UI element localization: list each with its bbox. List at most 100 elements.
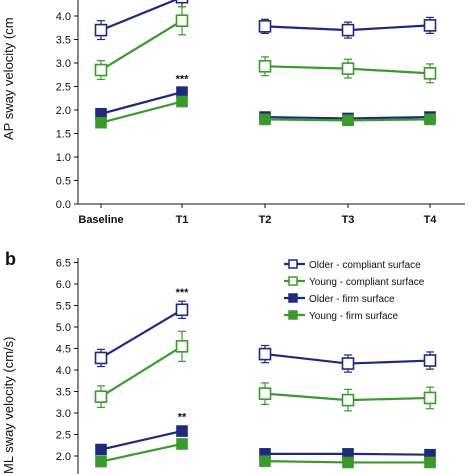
legend-item: Older - compliant surface: [284, 259, 421, 271]
data-point: [176, 425, 188, 437]
significance-marker: ***: [176, 74, 190, 86]
data-point: [259, 113, 271, 126]
y-tick-label: 5.0: [56, 322, 71, 334]
data-point: [176, 438, 188, 450]
data-point: [94, 63, 108, 77]
series-line: [100, 429, 183, 451]
legend-label: Young - firm surface: [309, 311, 399, 322]
series-young-compliant-surface: [94, 5, 437, 84]
legend-item: Young - firm surface: [284, 310, 399, 322]
legend: Older - compliant surface Young - complia…: [284, 259, 425, 322]
data-point: [175, 340, 189, 353]
data-point: [341, 357, 355, 370]
series-young-firm-surface: [95, 438, 436, 469]
legend-item: Young - compliant surface: [284, 276, 425, 288]
data-point: [94, 23, 108, 37]
x-tick-label: T1: [176, 214, 189, 226]
data-point: [175, 14, 189, 27]
x-tick-label: T2: [259, 214, 272, 226]
y-ticks-a: 0.0 0.5 1.0 1.5 2.0 2.5 3.0 3.5 4.0: [56, 11, 78, 211]
y-tick-label: 2.5: [56, 430, 71, 442]
annotations-a: ***: [176, 74, 190, 86]
legend-label: Older - firm surface: [309, 294, 395, 305]
data-point: [258, 347, 272, 361]
data-point: [342, 114, 354, 127]
series-young-compliant-surface: [94, 330, 437, 412]
series-older-firm-surface: [95, 425, 436, 461]
series-b: [94, 300, 437, 469]
series-older-compliant-surface: [94, 300, 437, 373]
data-point: [423, 391, 437, 405]
legend-label: Young - compliant surface: [309, 277, 425, 288]
data-point: [94, 351, 108, 365]
data-point: [341, 23, 355, 37]
series-line: [100, 100, 183, 124]
y-tick-label: 3.5: [56, 35, 71, 47]
y-tick-label: 2.0: [56, 105, 71, 117]
y-tick-label: 6.0: [56, 279, 71, 291]
series-line: [100, 442, 183, 463]
series-line: [100, 91, 183, 115]
y-tick-label: 5.5: [56, 301, 71, 313]
series-line: [100, 308, 183, 359]
x-ticks-a: Baseline T1 T2 T3 T4: [78, 204, 437, 226]
data-point: [95, 455, 107, 468]
significance-marker: **: [178, 412, 187, 424]
data-point: [175, 0, 189, 4]
y-tick-label: 3.0: [56, 58, 71, 70]
y-tick-label: 1.0: [56, 152, 71, 164]
y-tick-label: 4.5: [56, 344, 71, 356]
data-point: [423, 67, 437, 80]
legend-marker: [288, 259, 298, 269]
y-tick-label: 4.0: [56, 11, 71, 23]
y-axis-label-b: ML sway velocity (cm/s): [1, 337, 16, 474]
y-axis-label-a: AP sway velocity (cm: [1, 17, 16, 140]
data-point: [259, 455, 271, 467]
significance-marker: ***: [176, 287, 190, 299]
panel-b: b ML sway velocity (cm/s) 2.0 2.5 3.0 3.5 4.…: [1, 249, 437, 474]
y-tick-label: 0.0: [56, 199, 71, 211]
panel-a: AP sway velocity (cm 0.0 0.5 1.0 1.5 2.0 2.5 3…: [1, 0, 465, 226]
data-point: [258, 59, 272, 73]
legend-label: Older - compliant surface: [309, 260, 421, 271]
data-point: [342, 456, 354, 469]
data-point: [341, 393, 355, 407]
data-point: [423, 354, 437, 367]
data-point: [94, 390, 108, 403]
data-point: [95, 443, 107, 456]
y-tick-label: 2.0: [56, 451, 71, 463]
y-tick-label: 1.5: [56, 129, 71, 141]
series-older-compliant-surface: [94, 0, 437, 41]
x-tick-label: Baseline: [78, 214, 123, 226]
data-point: [258, 387, 272, 400]
data-point: [95, 116, 107, 129]
data-point: [176, 86, 188, 98]
y-tick-label: 2.5: [56, 82, 71, 94]
y-tick-label: 3.0: [56, 408, 71, 420]
legend-marker: [288, 276, 298, 286]
legend-marker: [288, 293, 298, 303]
panel-label-b: b: [5, 249, 16, 269]
data-point: [424, 456, 436, 469]
y-tick-label: 0.5: [56, 176, 71, 188]
data-point: [175, 303, 189, 317]
data-point: [423, 19, 437, 32]
series-a: [94, 0, 437, 129]
legend-item: Older - firm surface: [284, 293, 395, 305]
annotations-b: *****: [176, 287, 190, 424]
series-line: [100, 19, 183, 71]
series-young-firm-surface: [95, 95, 436, 129]
y-tick-label: 6.5: [56, 258, 71, 270]
series-line: [100, 345, 183, 398]
y-tick-label: 3.5: [56, 387, 71, 399]
legend-marker: [288, 310, 298, 320]
data-point: [176, 95, 188, 108]
data-point: [424, 113, 436, 126]
x-tick-label: T4: [424, 214, 438, 226]
y-ticks-b: 2.0 2.5 3.0 3.5 4.0 4.5 5.0 5.5 6.0 6.5: [56, 258, 78, 463]
y-tick-label: 4.0: [56, 365, 71, 377]
series-line: [100, 0, 179, 32]
data-point: [258, 20, 272, 33]
data-point: [341, 62, 355, 75]
